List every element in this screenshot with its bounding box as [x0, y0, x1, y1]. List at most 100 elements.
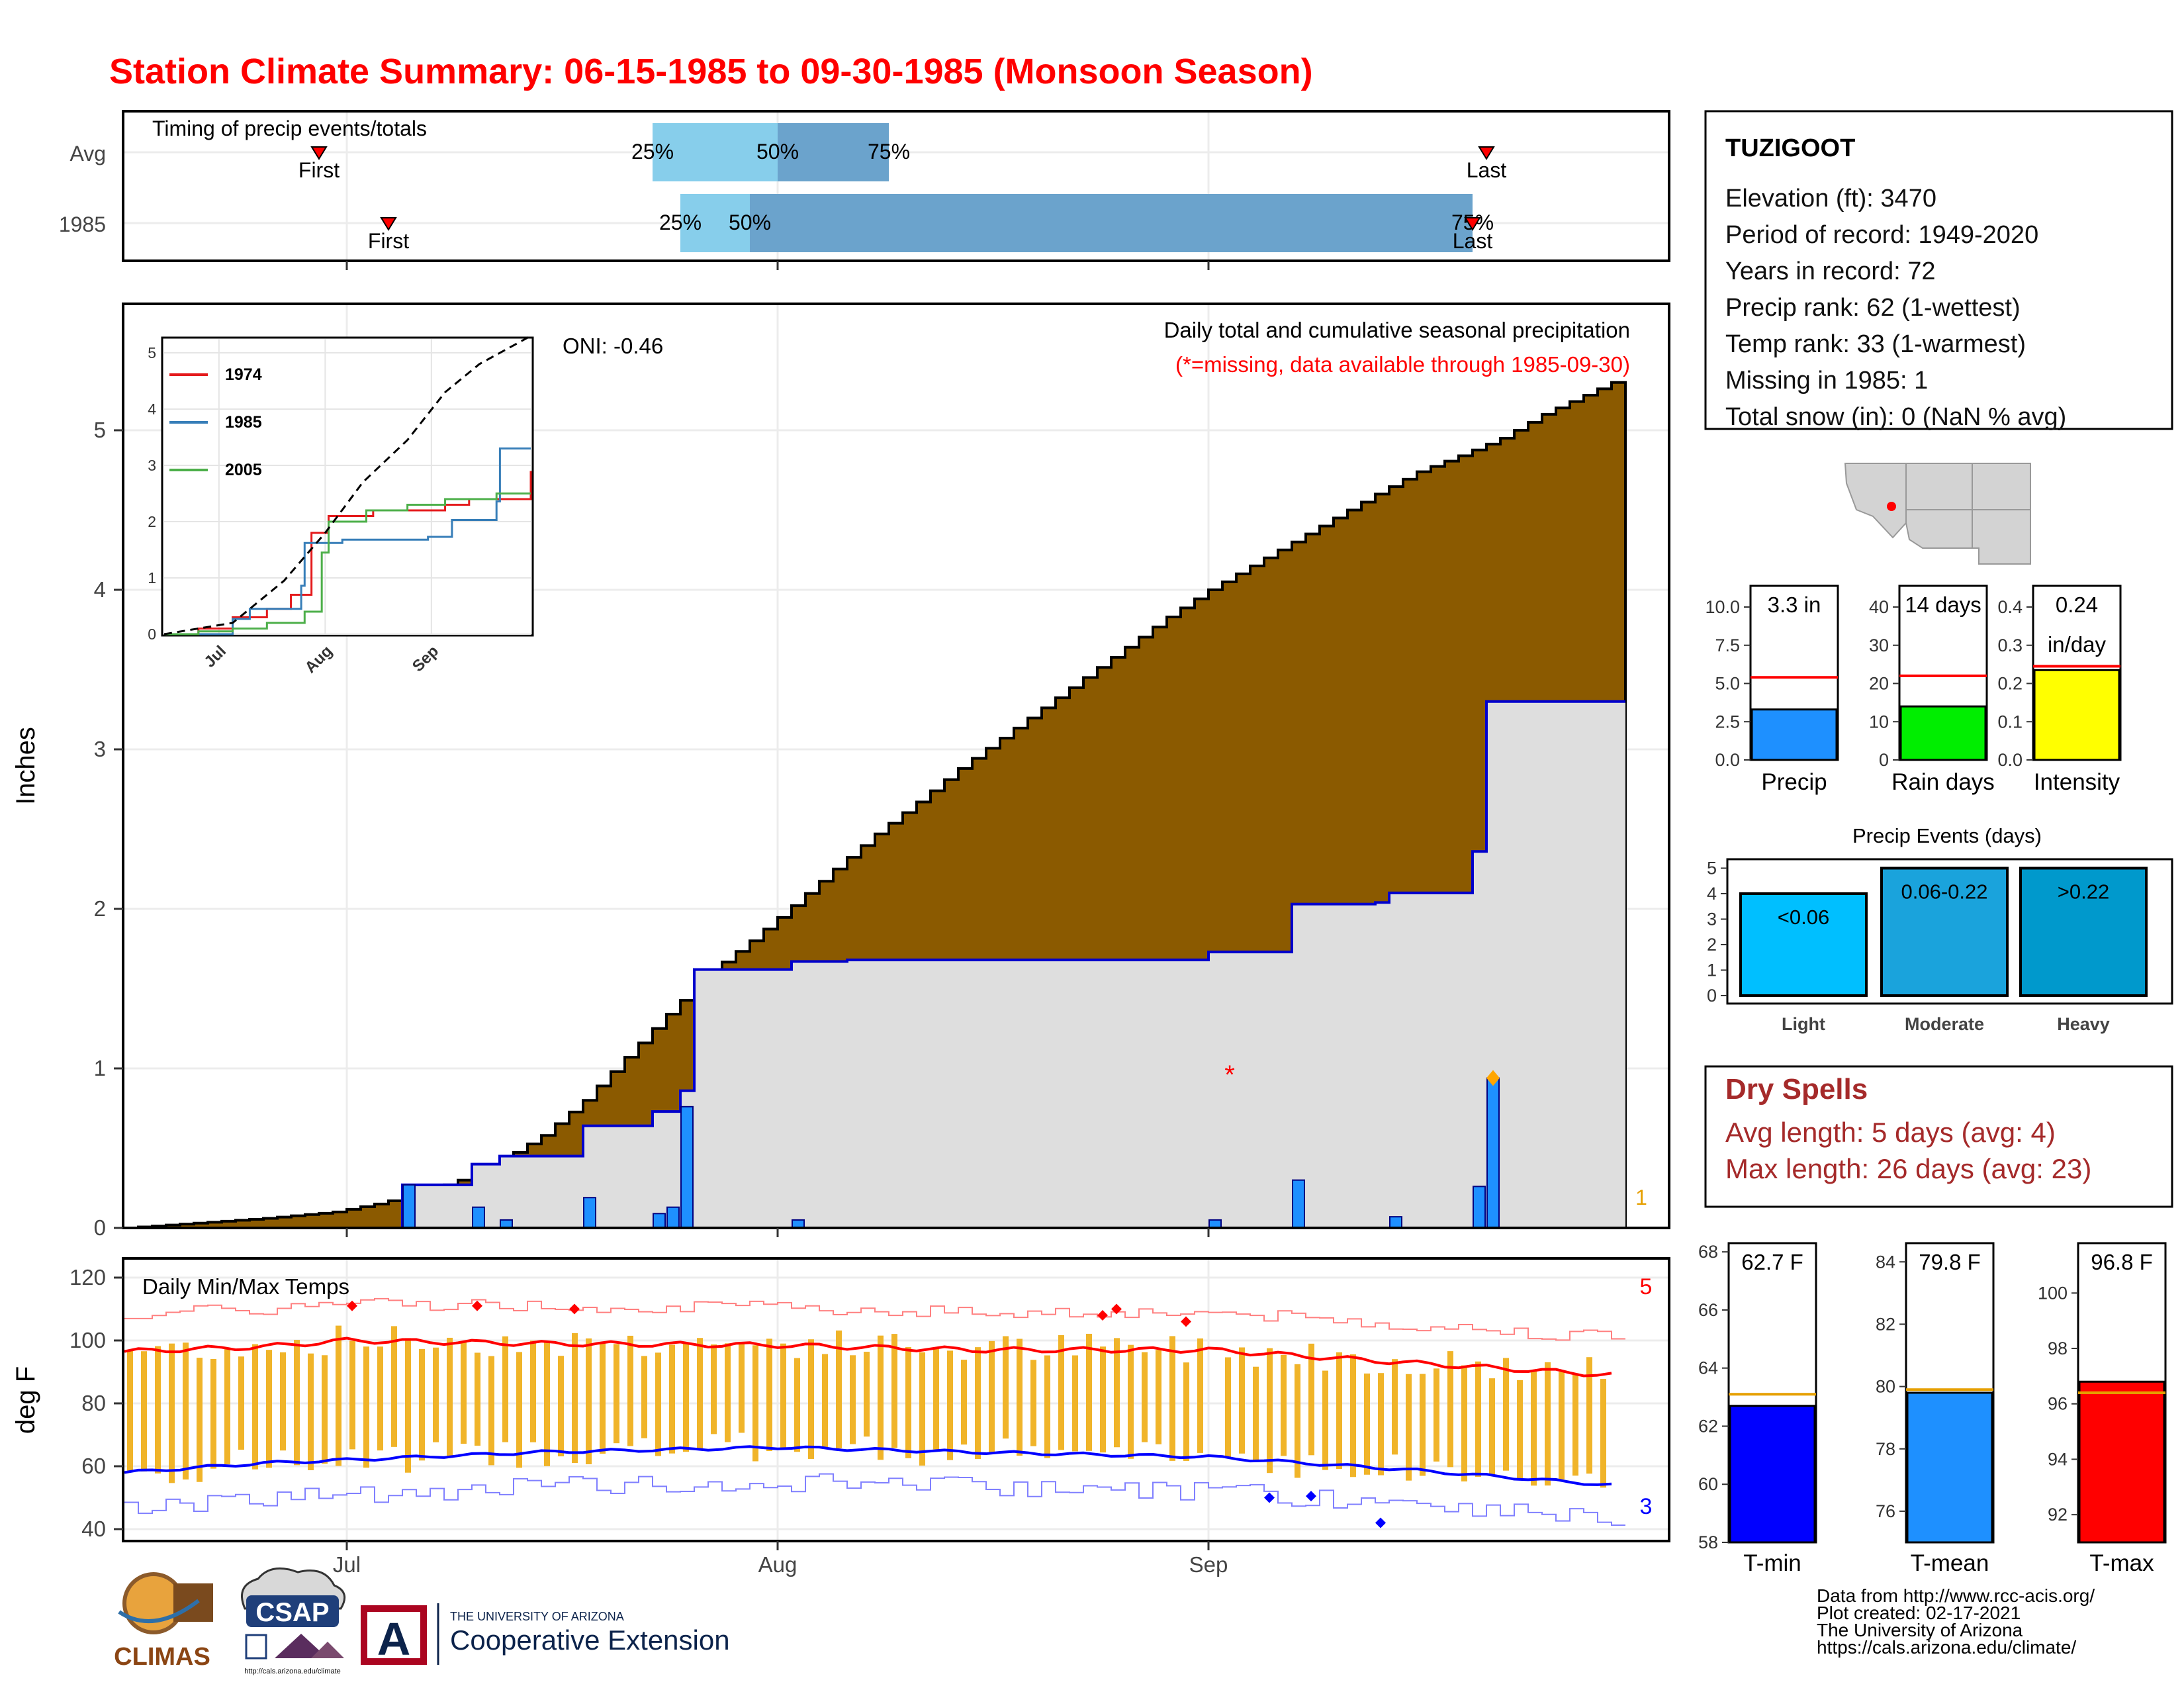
mini-bar-tick-label: 2.5 — [1715, 712, 1740, 731]
events-tick-label: 2 — [1707, 935, 1717, 955]
daily-temp-bar — [586, 1338, 592, 1465]
station-location-marker — [1887, 502, 1896, 511]
avg-min-line — [124, 1445, 1612, 1486]
ua-extension: Cooperative Extension — [450, 1624, 730, 1656]
precip-y-tick-label: 1 — [94, 1056, 106, 1080]
station-info-line: Period of record: 1949-2020 — [1725, 221, 2038, 249]
inset-y-tick-label: 1 — [148, 569, 156, 586]
inset-legend-label: 1985 — [225, 413, 262, 432]
timing-first-label: First — [298, 158, 340, 182]
daily-precip-bar — [472, 1206, 485, 1229]
daily-temp-bar — [572, 1333, 578, 1464]
temp-summary-bar-T-min — [1729, 1405, 1816, 1544]
events-chart: 0 1 2 3 4 5 <0.06 Light 0.06-0.22 Moderate >0.22 He… — [1707, 859, 2148, 1034]
temp-summary-tick-label: 60 — [1698, 1474, 1718, 1494]
daily-temp-bar — [1420, 1374, 1426, 1476]
station-info: TUZIGOOT Elevation (ft): 3470 Period of r… — [1704, 110, 2173, 431]
mini-bar-Intensity — [2033, 669, 2120, 761]
daily-temp-bar — [1350, 1354, 1356, 1477]
daily-temp-bar — [808, 1339, 814, 1459]
mini-bar-value: 3.3 in — [1768, 592, 1821, 617]
temp-bars — [127, 1325, 1606, 1488]
record-high-marker — [569, 1303, 580, 1315]
daily-temp-bar — [155, 1346, 161, 1474]
daily-temp-bar — [1531, 1372, 1537, 1486]
daily-temp-bar — [1295, 1364, 1300, 1478]
daily-temp-bar — [766, 1338, 772, 1452]
daily-temp-bar — [210, 1358, 216, 1469]
credit-source: Data from http://www.rcc-acis.org/ — [1817, 1585, 2095, 1606]
daily-temp-bar — [363, 1346, 369, 1468]
daily-temp-bar — [989, 1340, 995, 1453]
temp-ylabel: deg F — [11, 1366, 40, 1434]
precip-ylabel: Inches — [11, 727, 40, 805]
credit-date: Plot created: 02-17-2021 — [1817, 1603, 2021, 1623]
record-high-count: 5 — [1640, 1274, 1653, 1299]
daily-temp-bar — [169, 1343, 175, 1483]
timing-bars — [653, 123, 1473, 252]
mini-bar-tick-label: 10.0 — [1705, 597, 1740, 617]
daily-temp-bar — [1183, 1362, 1189, 1461]
inset-y-tick-label: 4 — [148, 400, 156, 418]
timing-first-label: First — [368, 229, 409, 253]
record-low-marker — [1306, 1491, 1316, 1502]
timing-p75-label: 75% — [868, 140, 910, 164]
inset-y-tick-label: 5 — [148, 344, 156, 361]
temp-y-tick-label: 60 — [81, 1454, 106, 1478]
daily-temp-bar — [1503, 1358, 1509, 1471]
daily-temp-bar — [752, 1345, 758, 1462]
daily-temp-bar — [405, 1338, 411, 1473]
daily-temp-bar — [1017, 1338, 1023, 1456]
temp-summary-tick-label: 62 — [1698, 1416, 1718, 1436]
mini-bar-tick-label: 0.4 — [1997, 597, 2023, 617]
events-bar-label: >0.22 — [2058, 880, 2109, 904]
daily-temp-bar — [1197, 1338, 1203, 1453]
temp-y-ticks: 40 60 80 100 120 — [69, 1265, 123, 1541]
mini-bar-tick-label: 0.0 — [1715, 750, 1740, 770]
precip-y-tick-label: 0 — [94, 1215, 106, 1240]
station-info-line: Years in record: 72 — [1725, 258, 1936, 285]
map-land-icon — [1844, 463, 2031, 565]
timing-panel: Timing of precip events/totals Avg 1985 … — [59, 110, 1670, 262]
daily-temp-bar — [266, 1350, 272, 1468]
temp-summary-tick-label: 94 — [2048, 1449, 2068, 1469]
daily-temp-bar — [1128, 1344, 1134, 1459]
daily-temp-bar — [1572, 1373, 1578, 1476]
oni-value: ONI: -0.46 — [563, 334, 663, 358]
mini-bar-value: 0.24 — [2056, 592, 2098, 617]
daily-temp-bar — [711, 1344, 717, 1434]
daily-temp-bar — [197, 1358, 203, 1482]
daily-temp-bar — [1239, 1347, 1245, 1454]
precip-events: Precip Events (days) 0 1 2 3 4 5 <0.06 Light 0.0… — [1707, 824, 2173, 1034]
daily-temp-bar — [377, 1346, 383, 1451]
daily-temp-bar — [683, 1342, 689, 1452]
mini-bar-tick-label: 0.3 — [1997, 635, 2023, 655]
temp-summary-tick-label: 78 — [1876, 1439, 1895, 1459]
temp-summary-tick-label: 84 — [1876, 1252, 1895, 1272]
daily-temp-bar — [238, 1356, 244, 1450]
timing-bar-25-50 — [680, 194, 750, 252]
station-info-line: Precip rank: 62 (1-wettest) — [1725, 294, 2021, 322]
precip-y-tick-label: 5 — [94, 418, 106, 442]
mini-bar-Rain days — [1899, 705, 1987, 761]
map-state-borders — [1905, 463, 2030, 548]
daily-temp-bar — [127, 1350, 133, 1471]
missing-marker: * — [1224, 1060, 1235, 1090]
daily-temp-bar — [391, 1326, 397, 1447]
daily-temp-bar — [1253, 1366, 1259, 1460]
daily-precip-bar — [1486, 1077, 1500, 1229]
record-high-marker — [472, 1300, 482, 1311]
daily-temp-bar — [308, 1353, 314, 1470]
station-info-line: Missing in 1985: 1 — [1725, 367, 1928, 395]
mini-bar-tick-label: 0.1 — [1997, 712, 2023, 731]
temp-summary-tick-label: 66 — [1698, 1300, 1718, 1320]
daily-precip-bar — [680, 1105, 694, 1229]
season-totals-bars: 0.0 2.5 5.0 7.5 10.0 3.3 in Precip 0 10 20 30 40 14 … — [1705, 585, 2122, 795]
timing-first-triangle-icon — [310, 146, 328, 160]
daily-temp-bar — [850, 1355, 856, 1444]
temp-chart-title: Daily Min/Max Temps — [142, 1274, 349, 1299]
dry-spells-max: Max length: 26 days (avg: 23) — [1725, 1153, 2091, 1184]
daily-temp-bar — [1114, 1338, 1120, 1448]
